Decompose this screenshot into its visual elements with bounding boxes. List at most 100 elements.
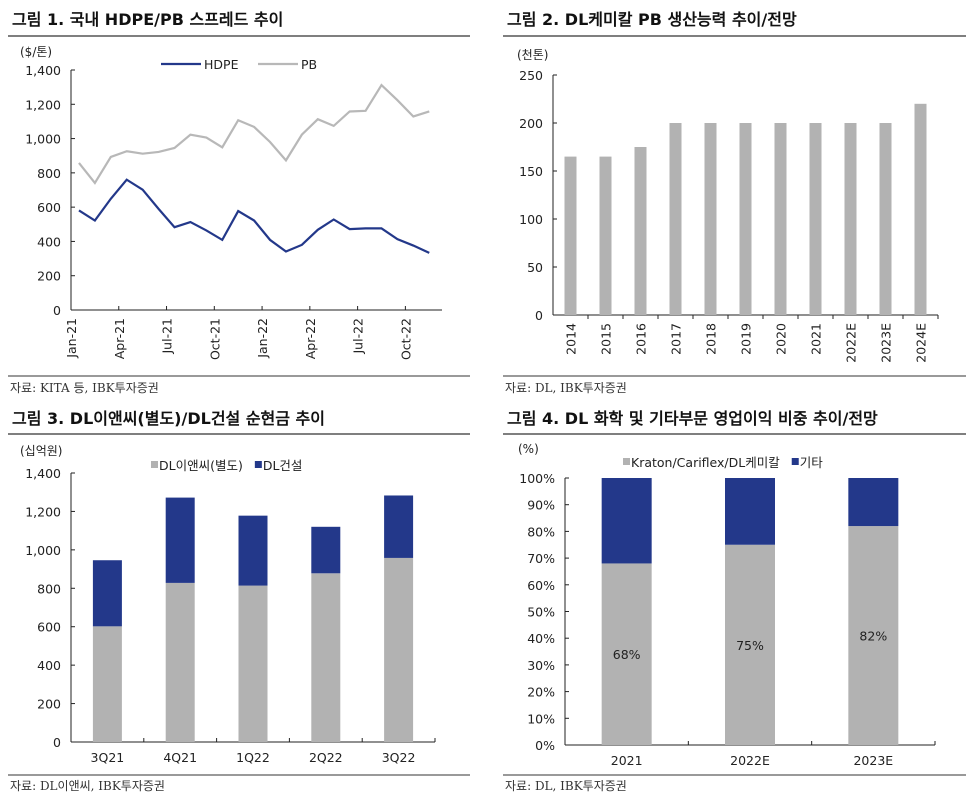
y-tick-label: 70% — [527, 551, 555, 566]
x-tick-label: 2023E — [853, 753, 893, 768]
x-tick-label: 2Q22 — [309, 750, 343, 765]
legend-swatch — [254, 461, 262, 468]
x-tick-label: Jul-22 — [351, 318, 366, 355]
bar-segment-1 — [92, 560, 122, 627]
y-tick-label: 0% — [535, 738, 555, 753]
y-tick-label: 60% — [527, 578, 555, 593]
y-tick-label: 40% — [527, 631, 555, 646]
y-tick-label: 10% — [527, 711, 555, 726]
x-tick-label: 2021 — [611, 753, 643, 768]
y-tick-label: 30% — [527, 658, 555, 673]
bar — [739, 123, 752, 315]
chart-title: 그림 1. 국내 HDPE/PB 스프레드 추이 — [12, 10, 283, 29]
y-tick-label: 200 — [37, 269, 61, 284]
bar — [809, 123, 822, 315]
x-tick-label: Apr-22 — [303, 318, 318, 359]
y-tick-label: 1,400 — [25, 466, 61, 481]
y-tick-label: 200 — [37, 697, 61, 712]
y-tick-label: 600 — [37, 620, 61, 635]
bar-segment-0 — [311, 573, 341, 742]
y-tick-label: 400 — [37, 658, 61, 673]
chart-title: 그림 2. DL케미칼 PB 생산능력 추이/전망 — [507, 10, 797, 29]
legend-label: DL건설 — [263, 458, 303, 473]
x-tick-label: Jan-21 — [64, 318, 79, 359]
x-tick-label: 2022E — [730, 753, 770, 768]
source-note: 자료: DL, IBK투자증권 — [505, 381, 627, 395]
bar — [879, 123, 892, 315]
legend-swatch — [151, 461, 158, 468]
bar — [634, 147, 647, 315]
y-tick-label: 800 — [37, 166, 61, 181]
bar-segment-0 — [848, 526, 899, 745]
x-tick-label: 2019 — [739, 323, 754, 355]
y-tick-label: 20% — [527, 685, 555, 700]
y-tick-label: 100 — [519, 212, 543, 227]
y-tick-label: 80% — [527, 524, 555, 539]
bar-segment-0 — [238, 585, 268, 742]
y-unit-label: (%) — [518, 442, 539, 456]
x-tick-label: 2014 — [564, 323, 579, 355]
y-tick-label: 200 — [519, 116, 543, 131]
data-label: 82% — [859, 629, 887, 644]
y-tick-label: 600 — [37, 200, 61, 215]
y-unit-label: ($/톤) — [20, 45, 52, 59]
legend-swatch — [791, 458, 799, 465]
x-tick-label: Oct-22 — [398, 318, 413, 360]
y-tick-label: 1,400 — [25, 63, 61, 78]
y-tick-label: 50 — [527, 260, 543, 275]
x-tick-label: 2018 — [704, 323, 719, 355]
y-tick-label: 100% — [519, 471, 555, 486]
x-tick-label: Oct-21 — [207, 318, 222, 360]
y-tick-label: 90% — [527, 498, 555, 513]
legend-label: DL이앤씨(별도) — [159, 458, 243, 473]
series-line-hdpe — [78, 178, 430, 254]
legend-label: PB — [301, 57, 317, 72]
legend-label: 기타 — [800, 455, 824, 470]
x-tick-label: 2021 — [809, 323, 824, 355]
legend-swatch — [623, 458, 630, 465]
bar-segment-0 — [165, 582, 195, 742]
bar — [914, 103, 927, 315]
y-tick-label: 800 — [37, 581, 61, 596]
y-tick-label: 150 — [519, 164, 543, 179]
x-tick-label: 2022E — [844, 323, 859, 363]
x-tick-label: 2023E — [879, 323, 894, 363]
x-tick-label: 3Q21 — [91, 750, 125, 765]
source-note: 자료: DL이앤씨, IBK투자증권 — [10, 779, 165, 793]
bar-segment-1 — [311, 526, 341, 574]
y-tick-label: 1,000 — [25, 543, 61, 558]
chart-title: 그림 3. DL이앤씨(별도)/DL건설 순현금 추이 — [12, 409, 325, 428]
source-note: 자료: KITA 등, IBK투자증권 — [10, 381, 159, 395]
y-unit-label: (십억원) — [20, 444, 62, 458]
bar-segment-1 — [165, 497, 195, 583]
y-tick-label: 1,200 — [25, 97, 61, 112]
y-tick-label: 0 — [535, 308, 543, 323]
y-tick-label: 1,000 — [25, 132, 61, 147]
x-tick-label: 2020 — [774, 323, 789, 355]
series-line-pb — [78, 83, 430, 185]
bar-segment-0 — [384, 557, 414, 742]
bar-segment-0 — [725, 544, 775, 745]
y-tick-label: 400 — [37, 234, 61, 249]
x-tick-label: 2024E — [914, 323, 929, 363]
x-tick-label: 2015 — [599, 323, 614, 355]
legend-label: HDPE — [204, 57, 239, 72]
x-tick-label: 3Q22 — [382, 750, 416, 765]
x-tick-label: Jan-22 — [255, 318, 270, 359]
x-tick-label: 2017 — [669, 323, 684, 355]
bar-segment-0 — [601, 563, 652, 745]
y-unit-label: (천톤) — [517, 47, 548, 62]
legend-label: Kraton/Cariflex/DL케미칼 — [631, 455, 780, 470]
bar — [704, 123, 717, 315]
x-tick-label: 1Q22 — [236, 750, 270, 765]
bar-segment-1 — [384, 495, 414, 558]
bar — [599, 156, 612, 315]
bar — [774, 123, 787, 315]
y-tick-label: 250 — [519, 68, 543, 83]
x-tick-label: Apr-21 — [112, 318, 127, 359]
bar-segment-1 — [848, 478, 899, 527]
y-tick-label: 0 — [53, 735, 61, 750]
y-tick-label: 0 — [53, 303, 61, 318]
bar-segment-1 — [601, 478, 652, 564]
